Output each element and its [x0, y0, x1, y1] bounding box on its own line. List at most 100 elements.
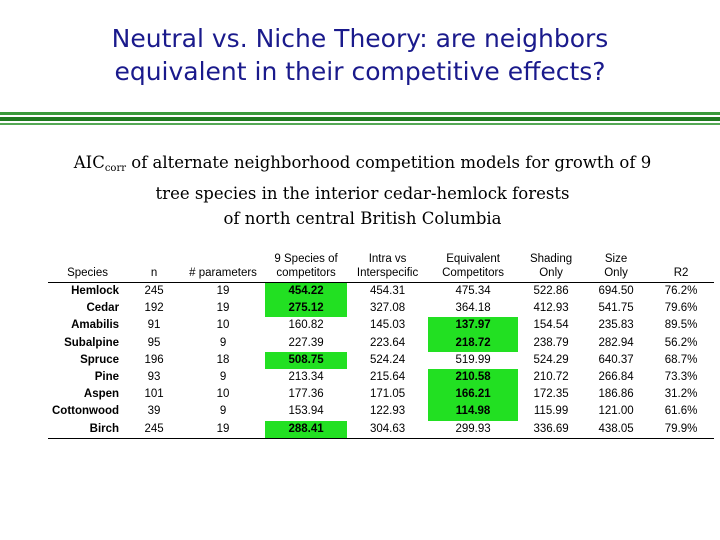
cell-intra: 215.64	[369, 371, 406, 384]
cell-intra: 454.31	[369, 285, 406, 298]
cell-equiv: 137.97	[428, 317, 519, 335]
cell-equiv: 299.93	[428, 420, 519, 439]
cell-params: 9	[219, 405, 227, 418]
cell-size: 186.86	[598, 388, 634, 401]
cell-shade: 524.29	[533, 353, 569, 366]
cell-n: 245	[127, 420, 182, 439]
cell-params: 19	[216, 302, 230, 315]
cell-params: 10	[216, 388, 230, 401]
title-line-2: equivalent in their competitive effects?	[114, 57, 606, 86]
cell-n: 101	[144, 388, 164, 401]
cell-n: 93	[147, 371, 161, 384]
cell-size: 235.83	[598, 319, 634, 332]
header-n: n	[127, 252, 182, 283]
cell-species: Hemlock	[71, 285, 120, 298]
header-species: Species	[48, 252, 128, 283]
cell-shade: 412.93	[533, 302, 569, 315]
table-row: Aspen 101 10 177.36 171.05 166.21 172.35 186.86…	[48, 386, 714, 404]
cell-n: 39	[147, 405, 161, 418]
header-intra-vs-inter: Intra vs Interspecific	[347, 252, 429, 283]
cell-n: 196	[144, 353, 164, 366]
cell-params: 19	[216, 285, 230, 298]
table-header-row: Species n # parameters 9 Species of compe…	[48, 252, 715, 283]
cell-equiv: 364.18	[455, 302, 491, 315]
cell-intra: 145.03	[369, 319, 406, 332]
cell-equiv: 475.34	[455, 285, 491, 298]
cell-species: Cedar	[86, 302, 120, 315]
table-row: Spruce 196 18 508.75 524.24 519.99 524.29 640.3…	[48, 351, 714, 369]
cell-nine: 288.41	[265, 420, 348, 439]
cell-equiv: 210.58	[428, 368, 519, 387]
cell-equiv: 519.99	[455, 353, 491, 366]
cell-intra: 122.93	[369, 405, 406, 418]
table-row: Pine 93 9 213.34 215.64 210.58 210.72 266.84 73.…	[48, 368, 714, 387]
aic-table: Species n # parameters 9 Species of compe…	[48, 252, 715, 439]
cell-r2: 89.5%	[664, 319, 698, 332]
cell-n: 95	[147, 336, 161, 349]
table-row: Cedar 192 19 275.12 327.08 364.18 412.93 541.75…	[48, 300, 714, 318]
cell-r2: 68.7%	[664, 353, 698, 366]
cell-equiv: 218.72	[428, 334, 519, 352]
title-divider	[0, 112, 720, 125]
cell-nine: 508.75	[265, 351, 348, 369]
cell-shade: 210.72	[533, 371, 569, 384]
header-parameters: # parameters	[181, 252, 266, 283]
cell-shade: 522.86	[533, 285, 569, 298]
header-equivalent: Equivalent Competitors	[428, 252, 519, 283]
table-row: Cottonwood 39 9 153.94 122.93 114.98 115.99 121…	[48, 403, 714, 421]
cell-species: Subalpine	[64, 336, 120, 349]
cell-r2: 79.9%	[648, 420, 715, 439]
cell-equiv: 166.21	[428, 386, 519, 404]
table-row: Hemlock 245 19 454.22 454.31 475.34 522.86 694.…	[48, 282, 714, 301]
cell-params: 9	[219, 371, 227, 384]
cell-species: Amabilis	[71, 319, 120, 332]
caption-line-1-rest: of alternate neighborhood competition mo…	[126, 153, 652, 172]
cell-size: 438.05	[584, 420, 649, 439]
cell-species: Spruce	[80, 353, 120, 366]
cell-intra: 524.24	[369, 353, 406, 366]
cell-params: 10	[216, 319, 230, 332]
cell-intra: 327.08	[369, 302, 406, 315]
cell-nine: 213.34	[288, 371, 324, 384]
caption-line-1: AICcorr of alternate neighborhood compet…	[55, 150, 670, 181]
cell-nine: 275.12	[265, 300, 348, 318]
cell-size: 694.50	[598, 285, 634, 298]
cell-n: 91	[147, 319, 161, 332]
table-body: Hemlock 245 19 454.22 454.31 475.34 522.86 694.…	[48, 282, 715, 439]
cell-shade: 238.79	[533, 336, 569, 349]
cell-r2: 61.6%	[664, 405, 698, 418]
divider-line-middle	[0, 117, 720, 121]
cell-shade: 115.99	[533, 405, 569, 418]
cell-params: 9	[219, 336, 227, 349]
cell-intra: 171.05	[369, 388, 406, 401]
cell-nine: 177.36	[288, 388, 324, 401]
cell-equiv: 114.98	[428, 403, 519, 421]
cell-r2: 79.6%	[664, 302, 698, 315]
caption-aic-subscript: corr	[104, 163, 127, 174]
table-row: Amabilis 91 10 160.82 145.03 137.97 154.54 235.…	[48, 317, 714, 335]
cell-species: Pine	[94, 371, 120, 384]
cell-intra: 223.64	[369, 336, 406, 349]
table-row: Subalpine 95 9 227.39 223.64 218.72 238.79 282.…	[48, 334, 714, 352]
cell-size: 266.84	[598, 371, 634, 384]
cell-params: 19	[181, 420, 266, 439]
cell-r2: 56.2%	[664, 336, 698, 349]
cell-size: 640.37	[598, 353, 634, 366]
caption-line-3: of north central British Columbia	[223, 209, 502, 228]
divider-line-top	[0, 112, 720, 115]
cell-nine: 153.94	[288, 405, 324, 418]
cell-r2: 76.2%	[664, 285, 698, 298]
cell-params: 18	[216, 353, 230, 366]
table-caption: AICcorr of alternate neighborhood compet…	[55, 150, 670, 231]
cell-size: 121.00	[598, 405, 634, 418]
cell-nine: 160.82	[288, 319, 324, 332]
title-line-1: Neutral vs. Niche Theory: are neighbors	[111, 24, 609, 53]
cell-intra: 304.63	[347, 420, 429, 439]
cell-shade: 336.69	[518, 420, 585, 439]
cell-r2: 73.3%	[664, 371, 698, 384]
cell-nine: 454.22	[265, 282, 348, 301]
cell-n: 245	[144, 285, 164, 298]
cell-r2: 31.2%	[664, 388, 698, 401]
cell-size: 282.94	[598, 336, 634, 349]
slide-title: Neutral vs. Niche Theory: are neighbors …	[0, 22, 720, 88]
